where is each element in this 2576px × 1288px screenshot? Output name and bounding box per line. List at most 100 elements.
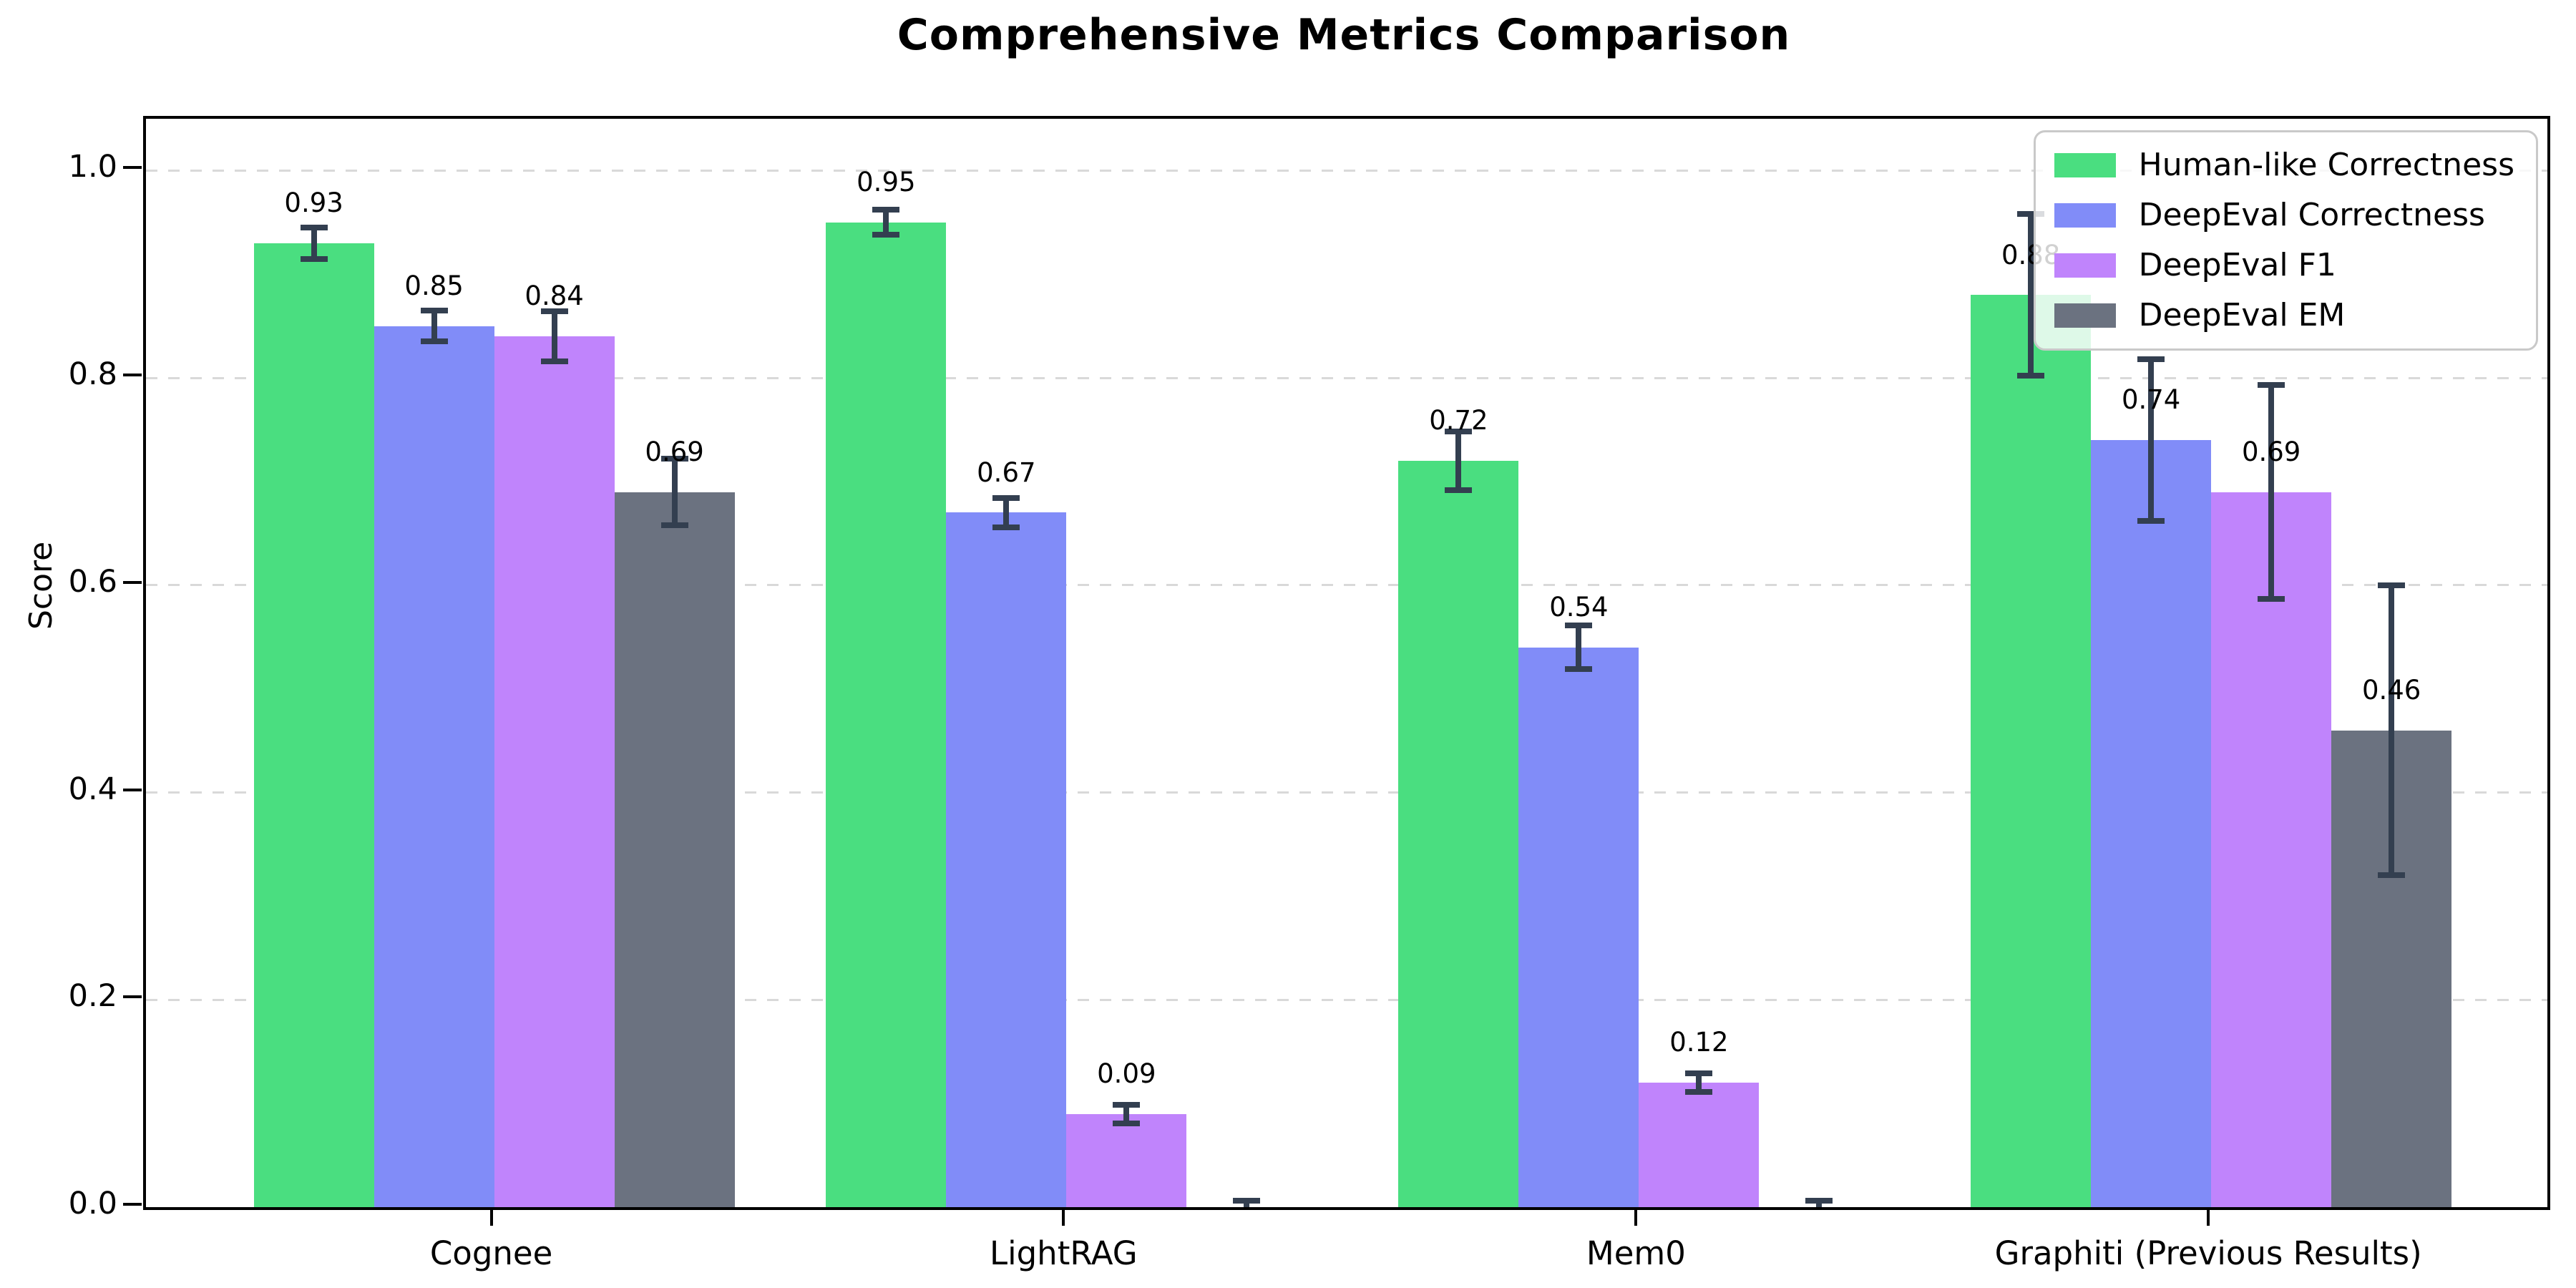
value-label: 0.95	[857, 167, 916, 198]
error-bar-cap-top	[2378, 582, 2406, 588]
legend-item: DeepEval F1	[2054, 248, 2514, 283]
x-tick-mark	[1634, 1207, 1638, 1226]
error-bar-cap-bottom	[992, 524, 1020, 530]
legend-label: DeepEval Correctness	[2138, 197, 2485, 233]
value-label: 0.12	[1669, 1027, 1729, 1058]
error-bar-cap-bottom	[2378, 872, 2406, 879]
error-bar-cap-top	[872, 207, 900, 213]
legend-swatch	[2054, 253, 2116, 278]
error-bar-cap-top	[1233, 1198, 1261, 1204]
y-tick-label: 0.0	[68, 1186, 117, 1221]
error-bar-cap-bottom	[660, 522, 688, 528]
bar	[826, 222, 947, 1207]
bar	[494, 336, 615, 1207]
gridline	[146, 791, 2547, 794]
legend-item: DeepEval EM	[2054, 298, 2514, 333]
legend-swatch	[2054, 153, 2116, 177]
bar	[1971, 295, 2092, 1207]
y-tick-mark	[123, 580, 142, 584]
x-tick-mark	[2207, 1207, 2210, 1226]
gridline	[146, 169, 2547, 172]
error-bar	[1696, 1073, 1702, 1093]
legend-items: Human-like Correctness DeepEval Correctne…	[2054, 148, 2514, 333]
error-bar	[1816, 1201, 1823, 1207]
error-bar-cap-top	[300, 225, 328, 231]
bar	[1518, 647, 1639, 1207]
value-label: 0.93	[284, 187, 343, 219]
error-bar-cap-top	[1565, 623, 1593, 629]
bar-layer: 0.93 0.95 0.72 0.88 0.85 0.67 0.54 0.74 0.84 0.09…	[146, 119, 2547, 1207]
error-bar	[431, 311, 437, 342]
value-label: 0.74	[2121, 384, 2181, 416]
error-bar-cap-bottom	[872, 232, 900, 238]
value-label: 0.69	[2241, 436, 2301, 467]
bar	[253, 243, 374, 1207]
error-bar	[883, 210, 889, 235]
error-bar-cap-top	[2258, 382, 2285, 389]
legend-label: DeepEval F1	[2138, 247, 2336, 283]
x-tick-label: Mem0	[1586, 1234, 1686, 1272]
x-tick-mark	[489, 1207, 493, 1226]
bar	[2091, 440, 2212, 1207]
x-tick-mark	[1062, 1207, 1065, 1226]
bar	[374, 326, 494, 1207]
error-bar-cap-top	[2017, 211, 2045, 218]
x-tick-label: Graphiti (Previous Results)	[1994, 1234, 2422, 1272]
bar	[1066, 1113, 1187, 1207]
x-tick-label: LightRAG	[990, 1234, 1138, 1272]
error-bar-cap-top	[420, 308, 448, 313]
error-bar-cap-bottom	[420, 338, 448, 345]
y-tick-mark	[123, 374, 142, 377]
error-bar-cap-top	[540, 308, 568, 315]
y-tick-label: 0.8	[68, 356, 117, 393]
error-bar-cap-top	[1445, 429, 1473, 435]
value-label: 0.85	[404, 270, 464, 301]
error-bar-cap-top	[1113, 1101, 1141, 1108]
error-bar-cap-bottom	[1565, 666, 1593, 673]
error-bar-cap-bottom	[1113, 1120, 1141, 1126]
value-label: 0.84	[525, 280, 584, 312]
legend: Human-like Correctness DeepEval Correctne…	[2033, 130, 2538, 351]
value-label: 0.54	[1549, 592, 1609, 623]
legend-swatch	[2054, 303, 2116, 328]
error-bar-cap-top	[1685, 1070, 1713, 1077]
error-bar-cap-top	[1805, 1198, 1833, 1204]
chart-title: Comprehensive Metrics Comparison	[897, 10, 1791, 60]
value-label: 0.67	[977, 457, 1036, 488]
y-tick-mark	[123, 788, 142, 791]
error-bar	[671, 459, 678, 525]
error-bar	[1576, 625, 1582, 670]
y-tick-label: 1.0	[68, 149, 117, 185]
gridline	[146, 376, 2547, 379]
y-tick-mark	[123, 1203, 142, 1206]
plot-area: 0.93 0.95 0.72 0.88 0.85 0.67 0.54 0.74 0.84 0.09…	[143, 116, 2550, 1210]
error-bar-cap-bottom	[2258, 595, 2285, 602]
y-tick-label: 0.4	[68, 771, 117, 807]
error-bar	[2389, 585, 2395, 876]
value-label: 0.09	[1097, 1058, 1156, 1089]
legend-swatch	[2054, 203, 2116, 228]
legend-label: Human-like Correctness	[2138, 147, 2514, 183]
error-bar-cap-bottom	[1445, 487, 1473, 493]
y-tick-mark	[123, 995, 142, 999]
error-bar	[1003, 498, 1010, 527]
error-bar	[1244, 1201, 1250, 1207]
y-tick-mark	[123, 166, 142, 170]
error-bar-cap-top	[2137, 356, 2165, 363]
bar	[1398, 461, 1519, 1207]
gridline	[146, 998, 2547, 1001]
error-bar	[311, 228, 317, 259]
error-bar-cap-bottom	[2137, 518, 2165, 525]
legend-item: DeepEval Correctness	[2054, 198, 2514, 233]
error-bar	[551, 311, 557, 361]
error-bar-cap-bottom	[2017, 373, 2045, 379]
error-bar	[1123, 1104, 1130, 1123]
error-bar	[2268, 385, 2275, 599]
y-tick-label: 0.6	[68, 563, 117, 600]
error-bar	[2148, 359, 2155, 522]
value-label: 0.72	[1429, 405, 1488, 436]
bar	[614, 492, 735, 1207]
error-bar	[2028, 214, 2034, 376]
gridline	[146, 584, 2547, 587]
